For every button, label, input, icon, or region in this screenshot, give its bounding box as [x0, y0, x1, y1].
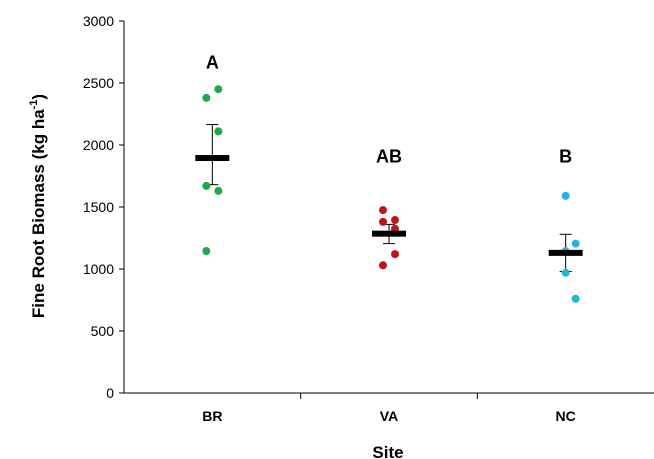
x-axis: BR VA NC [124, 392, 654, 424]
data-point [379, 261, 387, 270]
y-tick-label: 2500 [83, 75, 114, 91]
data-point [202, 181, 211, 190]
group-nc: B [548, 146, 583, 303]
y-tick-label: 1500 [83, 199, 114, 215]
data-point [214, 85, 223, 94]
significance-letter: B [559, 146, 572, 166]
x-tick-label-va: VA [380, 408, 398, 424]
x-tick-label-br: BR [202, 408, 222, 424]
y-axis-title: Fine Root Biomass (kg ha-1) [28, 94, 48, 318]
y-tick-label: 500 [91, 323, 115, 339]
data-point [214, 127, 223, 136]
y-axis-title-close: ) [29, 94, 48, 100]
mean-marker [548, 249, 583, 256]
data-point [379, 217, 387, 226]
y-tick-label: 0 [106, 385, 114, 401]
group-va: AB [372, 146, 406, 270]
data-point [571, 294, 580, 303]
y-tick-label: 3000 [83, 13, 114, 29]
data-point [391, 216, 399, 225]
significance-letter: AB [376, 146, 402, 166]
y-axis: 0 500 1000 1500 2000 2500 3000 [83, 13, 125, 401]
y-axis-title-main: Fine Root Biomass (kg ha [29, 109, 48, 318]
data-point [561, 268, 570, 277]
mean-marker [372, 230, 406, 237]
significance-letter: A [206, 53, 219, 73]
data-point [391, 250, 399, 259]
data-point [202, 247, 211, 256]
y-tick-label: 2000 [83, 137, 114, 153]
data-point [202, 93, 211, 102]
y-axis-title-superscript: -1 [28, 100, 40, 110]
mean-marker [195, 155, 230, 162]
data-point [571, 239, 580, 248]
y-tick-label: 1000 [83, 261, 114, 277]
x-tick-label-nc: NC [556, 408, 576, 424]
data-series: A AB B [195, 53, 583, 303]
data-point [561, 191, 570, 200]
data-point [214, 186, 223, 195]
group-br: A [195, 53, 230, 256]
data-point [379, 206, 387, 215]
x-axis-title: Site [372, 443, 403, 459]
